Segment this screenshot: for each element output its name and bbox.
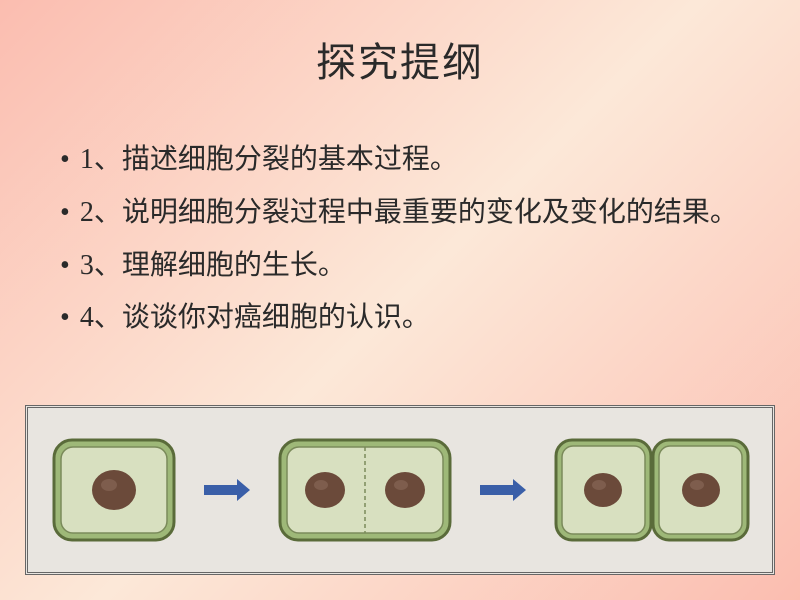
page-title: 探究提纲 xyxy=(0,0,800,88)
cell-division-diagram xyxy=(25,405,775,575)
list-item: • 3、理解细胞的生长。 xyxy=(50,244,750,289)
list-item: • 2、说明细胞分裂过程中最重要的变化及变化的结果。 xyxy=(50,191,750,236)
bullet-icon: • xyxy=(60,296,70,341)
bullet-icon: • xyxy=(60,138,70,183)
item-text: 4、谈谈你对癌细胞的认识。 xyxy=(80,296,750,341)
arrow-icon xyxy=(202,475,252,505)
item-text: 3、理解细胞的生长。 xyxy=(80,244,750,289)
list-item: • 1、描述细胞分裂的基本过程。 xyxy=(50,138,750,183)
cell-stage-2 xyxy=(275,430,455,550)
arrow-icon xyxy=(478,475,528,505)
bullet-icon: • xyxy=(60,244,70,289)
item-text: 2、说明细胞分裂过程中最重要的变化及变化的结果。 xyxy=(80,191,750,236)
list-item: • 4、谈谈你对癌细胞的认识。 xyxy=(50,296,750,341)
cell-stage-3 xyxy=(551,430,751,550)
bullet-icon: • xyxy=(60,191,70,236)
cell-stage-1 xyxy=(49,430,179,550)
outline-list: • 1、描述细胞分裂的基本过程。 • 2、说明细胞分裂过程中最重要的变化及变化的… xyxy=(0,88,800,341)
item-text: 1、描述细胞分裂的基本过程。 xyxy=(80,138,750,183)
